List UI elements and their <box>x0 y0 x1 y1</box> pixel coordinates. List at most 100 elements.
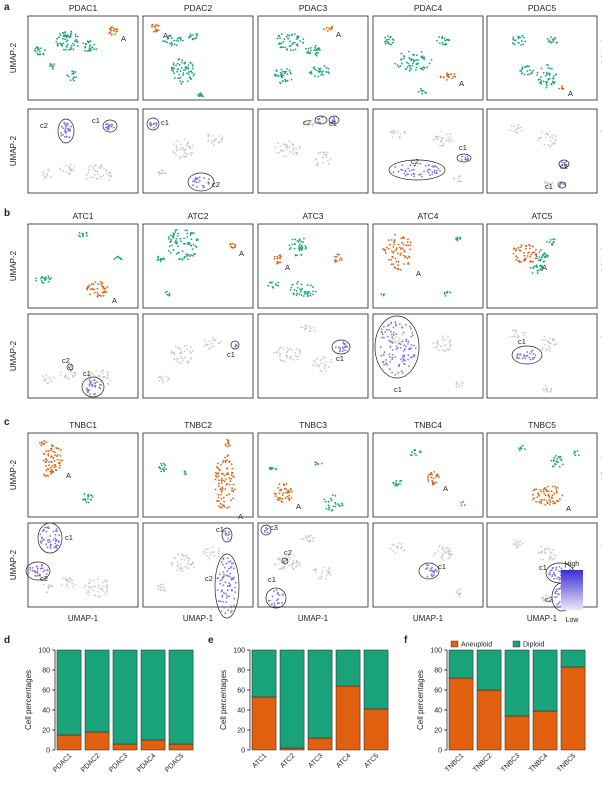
umap-cell-point <box>296 358 299 361</box>
umap-cell-point <box>556 603 559 606</box>
umap-cell-point <box>286 79 289 82</box>
umap-cell-point <box>217 496 220 499</box>
umap-cell-point <box>188 350 191 353</box>
umap-cell-point <box>230 499 232 502</box>
y-tick-label: 0 <box>241 748 245 755</box>
umap-cell-point <box>402 338 404 341</box>
umap-cell-point <box>191 255 194 257</box>
umap-cell-point <box>384 331 387 334</box>
umap-cell-point <box>84 584 87 587</box>
umap-cell-point <box>541 347 544 349</box>
umap-cell-point <box>104 579 106 582</box>
umap-cell-point <box>524 40 527 43</box>
umap-cell-point <box>66 34 69 36</box>
umap-cell-point <box>329 361 332 364</box>
umap-cell-point <box>49 466 52 469</box>
umap-cell-point <box>412 172 415 175</box>
umap-cell-point <box>265 527 267 529</box>
umap-cell-point <box>193 253 195 255</box>
umap-cell-point <box>47 450 50 452</box>
umap-cell-point <box>176 70 178 73</box>
umap-cell-point <box>532 266 534 269</box>
umap-cell-point <box>557 602 560 605</box>
umap-cell-point <box>320 577 322 580</box>
umap-cell-point <box>314 463 317 466</box>
umap-cell-point <box>341 350 344 352</box>
umap-cell-point <box>273 602 276 605</box>
umap-cell-point <box>175 242 178 245</box>
umap-cell-point <box>178 36 180 39</box>
umap-cell-point <box>275 75 278 77</box>
umap-cell-point <box>62 42 64 45</box>
umap-cell-point <box>415 66 418 69</box>
umap-cell-point <box>342 347 345 350</box>
panel-frame <box>142 432 254 518</box>
umap-cell-point <box>173 39 175 42</box>
umap-cell-point <box>219 579 222 582</box>
umap-cell-point <box>338 350 341 353</box>
umap-cell-point <box>102 372 104 375</box>
umap-cell-point <box>65 127 67 130</box>
umap-cell-point <box>73 165 76 168</box>
umap-cell-point <box>43 279 46 281</box>
umap-cell-point <box>433 169 436 172</box>
umap-cell-point <box>197 238 199 241</box>
umap-cell-point <box>396 546 399 549</box>
umap-cell-point <box>558 566 561 568</box>
umap-cell-point <box>281 149 284 152</box>
panel-frame <box>27 15 139 101</box>
umap-cell-point <box>189 346 192 348</box>
umap-cell-point <box>334 505 337 508</box>
umap-cell-point <box>314 290 317 293</box>
umap-cell-point <box>417 62 419 65</box>
umap-cell-point <box>546 184 549 187</box>
umap-cell-point <box>159 467 162 470</box>
umap-cell-point <box>285 482 288 485</box>
umap-cell-point <box>73 169 76 172</box>
umap-cell-point <box>438 476 440 478</box>
umap-cell-point <box>221 552 224 555</box>
umap-cell-point <box>106 579 109 582</box>
umap-cell-point <box>530 71 533 74</box>
umap-cell-point <box>230 478 232 480</box>
y-axis-label-umap2: UMAP-2 <box>9 340 18 371</box>
umap-cell-point <box>174 345 177 348</box>
umap-cell-point <box>207 343 209 346</box>
umap-cell-point <box>433 171 436 174</box>
bar-diploid-TNBC3 <box>504 649 530 717</box>
umap-cell-point <box>509 335 512 338</box>
umap-cell-point <box>294 48 297 51</box>
umap-cell-point <box>189 232 192 235</box>
umap-cell-point <box>67 124 69 126</box>
umap-cell-point <box>214 478 217 481</box>
umap-cell-point <box>217 555 220 558</box>
umap-cell-point <box>230 606 233 609</box>
umap-cell-point <box>275 70 278 73</box>
legend-low-label: Low <box>566 617 580 624</box>
umap-cell-point <box>159 589 162 591</box>
umap-cell-point <box>162 379 165 382</box>
umap-cell-point <box>439 144 441 147</box>
umap-cell-point <box>294 352 297 354</box>
umap-cell-point <box>151 23 154 26</box>
umap-cell-point <box>406 61 408 64</box>
umap-cell-point <box>390 322 393 325</box>
umap-cell-point <box>407 167 410 170</box>
umap-cell-point <box>293 247 296 250</box>
umap-cell-point <box>559 183 561 186</box>
umap-cell-point <box>94 382 97 384</box>
umap-cell-point <box>277 558 279 560</box>
umap-cell-point <box>556 577 558 580</box>
umap-cell-point <box>283 560 285 563</box>
umap-cell-point <box>88 284 91 287</box>
bar-diploid-PDAC5 <box>168 649 194 745</box>
umap-cell-point <box>431 479 433 482</box>
umap-cell-point <box>554 343 557 346</box>
umap-cell-point <box>71 582 74 585</box>
umap-cell-point <box>206 554 209 557</box>
cluster-label: c2 <box>212 180 220 189</box>
umap-cell-point <box>84 499 87 502</box>
umap-cell-point <box>387 324 389 327</box>
umap-cell-point <box>550 139 552 142</box>
